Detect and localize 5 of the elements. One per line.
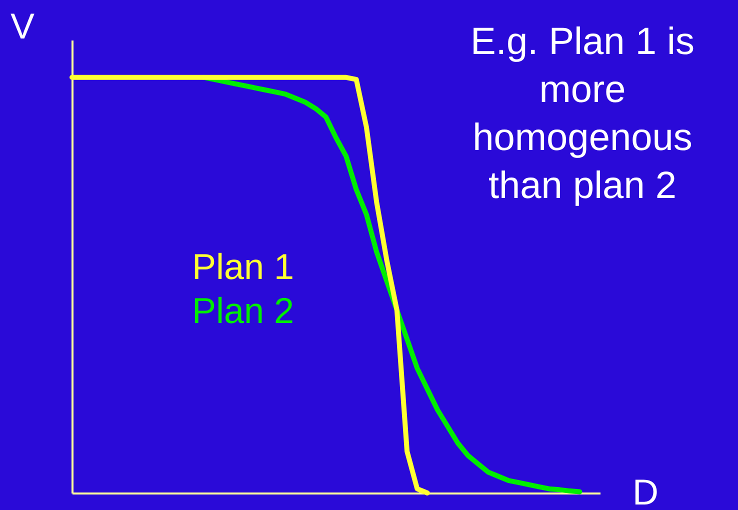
x-axis-title: D	[632, 472, 658, 510]
y-axis-title: V	[10, 6, 35, 46]
text: Plan 2	[192, 290, 294, 331]
text: Plan 1	[192, 246, 294, 287]
annotation: E.g. Plan 1 is more homogenous than plan 2	[470, 20, 696, 209]
